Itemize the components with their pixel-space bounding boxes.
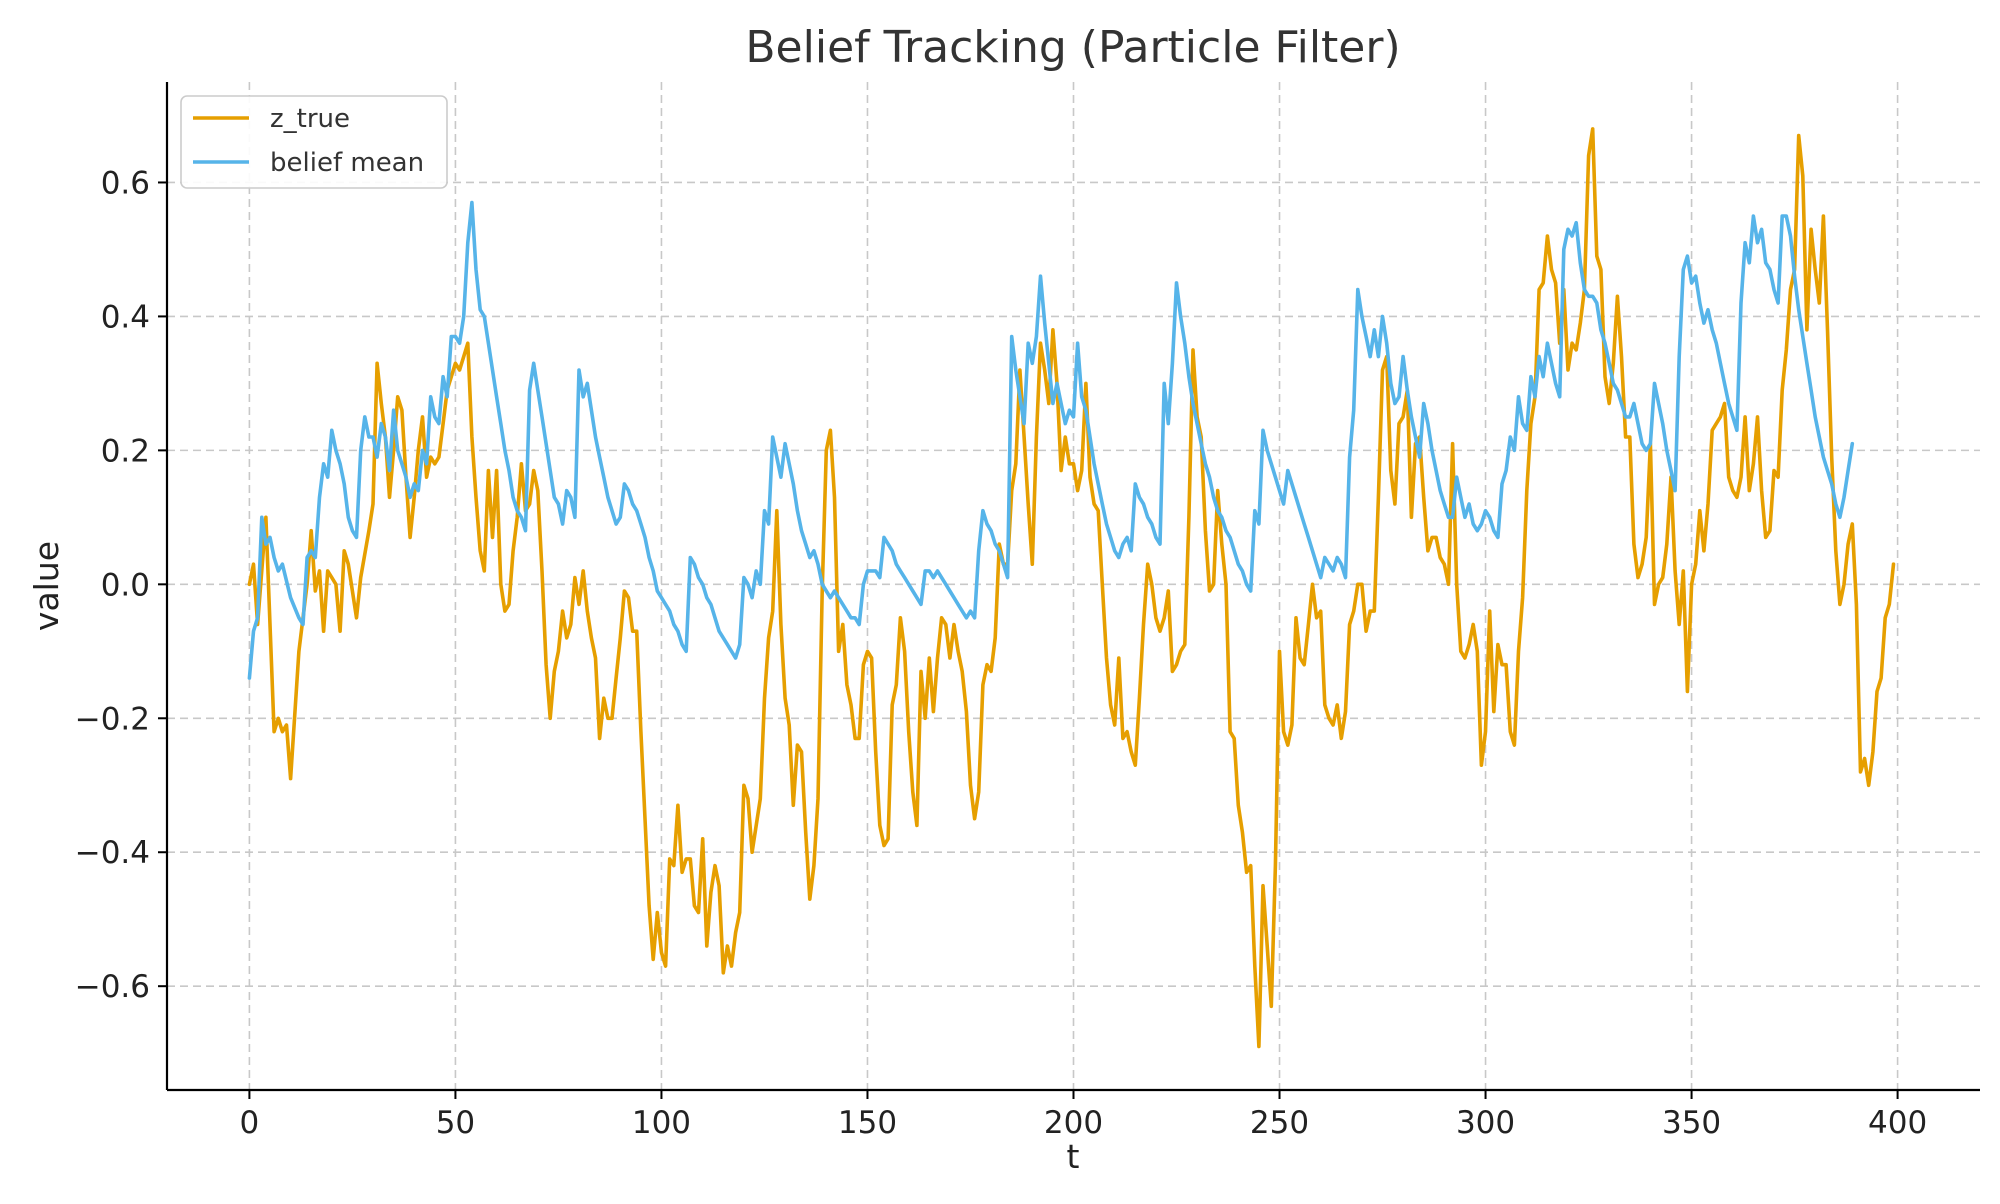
axes-layer xyxy=(165,82,1980,1092)
series-line-belief-mean xyxy=(247,200,1855,680)
x-tick-label: 200 xyxy=(1044,1105,1103,1141)
x-tick-label: 100 xyxy=(632,1105,691,1141)
grid-layer xyxy=(167,82,1980,1090)
x-tick-label: 350 xyxy=(1662,1105,1721,1141)
legend-label-z-true: z_true xyxy=(270,104,350,134)
x-tick-label: 250 xyxy=(1250,1105,1309,1141)
legend: z_true belief mean xyxy=(180,95,448,189)
y-tick-label: 0.2 xyxy=(101,433,150,469)
chart-title: Belief Tracking (Particle Filter) xyxy=(745,22,1400,73)
x-tick-label: 400 xyxy=(1868,1105,1927,1141)
series-layer xyxy=(247,127,1896,1049)
y-tick-label: −0.6 xyxy=(75,969,150,1005)
legend-label-belief-mean: belief mean xyxy=(270,148,424,178)
series-line-z-true xyxy=(247,127,1896,1049)
x-tick-label: 150 xyxy=(838,1105,897,1141)
y-tick-label: 0.4 xyxy=(101,299,150,335)
x-tick-label: 50 xyxy=(436,1105,475,1141)
x-tick-label: 300 xyxy=(1456,1105,1515,1141)
ticks-layer: 0 50 100 150 200 250 300 350 400 −0.6 −0.4 −0.2 0.0 0… xyxy=(75,165,1927,1141)
y-tick-label: 0.0 xyxy=(101,567,150,603)
x-axis-label: t xyxy=(1067,1137,1080,1176)
y-axis-label: value xyxy=(27,541,66,631)
y-tick-label: −0.2 xyxy=(75,701,150,737)
y-tick-label: 0.6 xyxy=(101,165,150,201)
x-tick-label: 0 xyxy=(240,1105,260,1141)
y-tick-label: −0.4 xyxy=(75,835,150,871)
